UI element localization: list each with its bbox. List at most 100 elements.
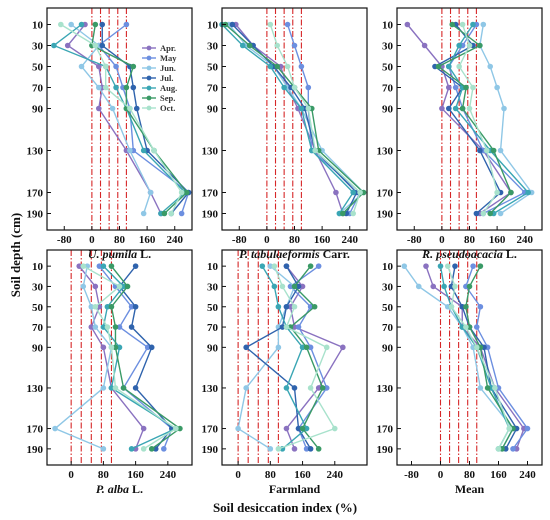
data-point <box>312 147 319 154</box>
data-point <box>303 446 310 452</box>
y-tick-label: 30 <box>32 41 44 53</box>
x-tick-label: 240 <box>166 234 183 246</box>
legend-label: Aug. <box>160 83 177 93</box>
data-point <box>271 283 278 290</box>
data-point <box>112 385 119 391</box>
data-point <box>184 189 190 196</box>
data-point <box>287 303 294 310</box>
data-point <box>80 263 87 269</box>
x-tick-label: -80 <box>57 234 72 246</box>
y-tick-label: 130 <box>202 383 219 395</box>
y-tick-label: 90 <box>32 342 44 354</box>
y-tick-label: 10 <box>382 20 394 32</box>
data-point <box>140 446 147 452</box>
x-tick-label: 240 <box>160 469 177 481</box>
data-point <box>487 63 494 70</box>
panel-frame <box>46 7 193 231</box>
data-point <box>506 425 513 432</box>
data-point <box>284 21 291 28</box>
x-tick-label: 80 <box>98 469 110 481</box>
data-point <box>421 42 428 49</box>
data-point <box>243 385 249 391</box>
data-point <box>295 324 302 330</box>
data-point <box>501 105 507 112</box>
panel-6: 10 30 50 70 90 130 170 190 -80 0 80 160 240 Mean <box>377 249 543 496</box>
data-point <box>448 303 455 310</box>
data-point <box>279 324 286 330</box>
panel-title-suffix: L. <box>129 482 143 496</box>
data-point <box>303 425 310 432</box>
y-tick-label: 170 <box>202 424 219 436</box>
y-tick-label: 10 <box>207 261 219 273</box>
legend-label: Jun. <box>160 63 176 73</box>
data-point <box>291 283 298 290</box>
data-point <box>92 283 99 290</box>
data-point <box>92 42 99 49</box>
x-tick-label: -80 <box>404 469 419 481</box>
data-point <box>274 42 281 49</box>
data-point <box>100 263 107 269</box>
data-point <box>430 283 437 290</box>
data-point <box>452 84 459 91</box>
data-point <box>283 385 290 391</box>
data-point <box>470 263 476 269</box>
data-point <box>102 84 109 91</box>
y-tick-label: 10 <box>382 261 394 273</box>
data-point <box>243 344 249 351</box>
x-tick-label: 160 <box>490 469 507 481</box>
data-point <box>68 21 74 28</box>
data-point <box>116 324 123 330</box>
x-tick-label: 240 <box>327 469 344 481</box>
x-tick-label: 160 <box>127 469 144 481</box>
panel-title-suffix: L. <box>503 247 517 261</box>
data-point <box>178 210 185 217</box>
series-line-sep <box>465 265 514 450</box>
data-point <box>108 303 115 310</box>
y-tick-label: 70 <box>382 83 394 95</box>
data-point <box>76 263 83 269</box>
panel-title-name: R. pseudoacacia <box>421 247 503 261</box>
series-line-oct <box>273 265 336 450</box>
data-point <box>99 21 106 28</box>
data-point <box>295 283 302 290</box>
data-point <box>95 84 102 91</box>
data-point <box>161 210 168 217</box>
series-line-oct <box>60 23 183 214</box>
y-tick-label: 130 <box>377 383 394 395</box>
y-tick-label: 190 <box>202 209 219 221</box>
data-point <box>487 210 494 217</box>
data-point <box>459 21 466 28</box>
y-tick-label: 70 <box>32 83 44 95</box>
data-point <box>132 303 139 310</box>
y-tick-label: 30 <box>382 41 394 53</box>
data-point <box>445 105 452 112</box>
data-point <box>64 42 71 49</box>
data-point <box>510 446 516 452</box>
y-tick-label: 30 <box>32 281 44 293</box>
panel-4: 10 30 50 70 90 130 170 190 0 80 160 240 P. alba L. <box>27 249 193 496</box>
y-tick-label: 30 <box>207 281 219 293</box>
data-point <box>490 147 497 154</box>
data-point <box>525 189 531 196</box>
data-point <box>88 303 95 310</box>
legend-swatch-marker <box>146 45 152 51</box>
data-point <box>271 263 278 269</box>
data-point <box>477 385 484 391</box>
data-point <box>246 42 253 49</box>
data-point <box>161 446 167 452</box>
data-point <box>52 425 58 432</box>
data-point <box>267 63 274 70</box>
y-tick-label: 50 <box>382 62 394 74</box>
data-point <box>331 425 338 432</box>
data-point <box>423 263 429 269</box>
data-point <box>116 283 123 290</box>
panel-title: P. tabulaeformis Carr. <box>239 247 350 261</box>
y-tick-label: 190 <box>377 444 394 456</box>
data-point <box>340 210 346 217</box>
data-point <box>484 385 491 391</box>
data-point <box>283 324 290 330</box>
data-point <box>298 105 305 112</box>
data-point <box>140 425 147 432</box>
data-point <box>127 147 133 154</box>
data-point <box>473 324 480 330</box>
